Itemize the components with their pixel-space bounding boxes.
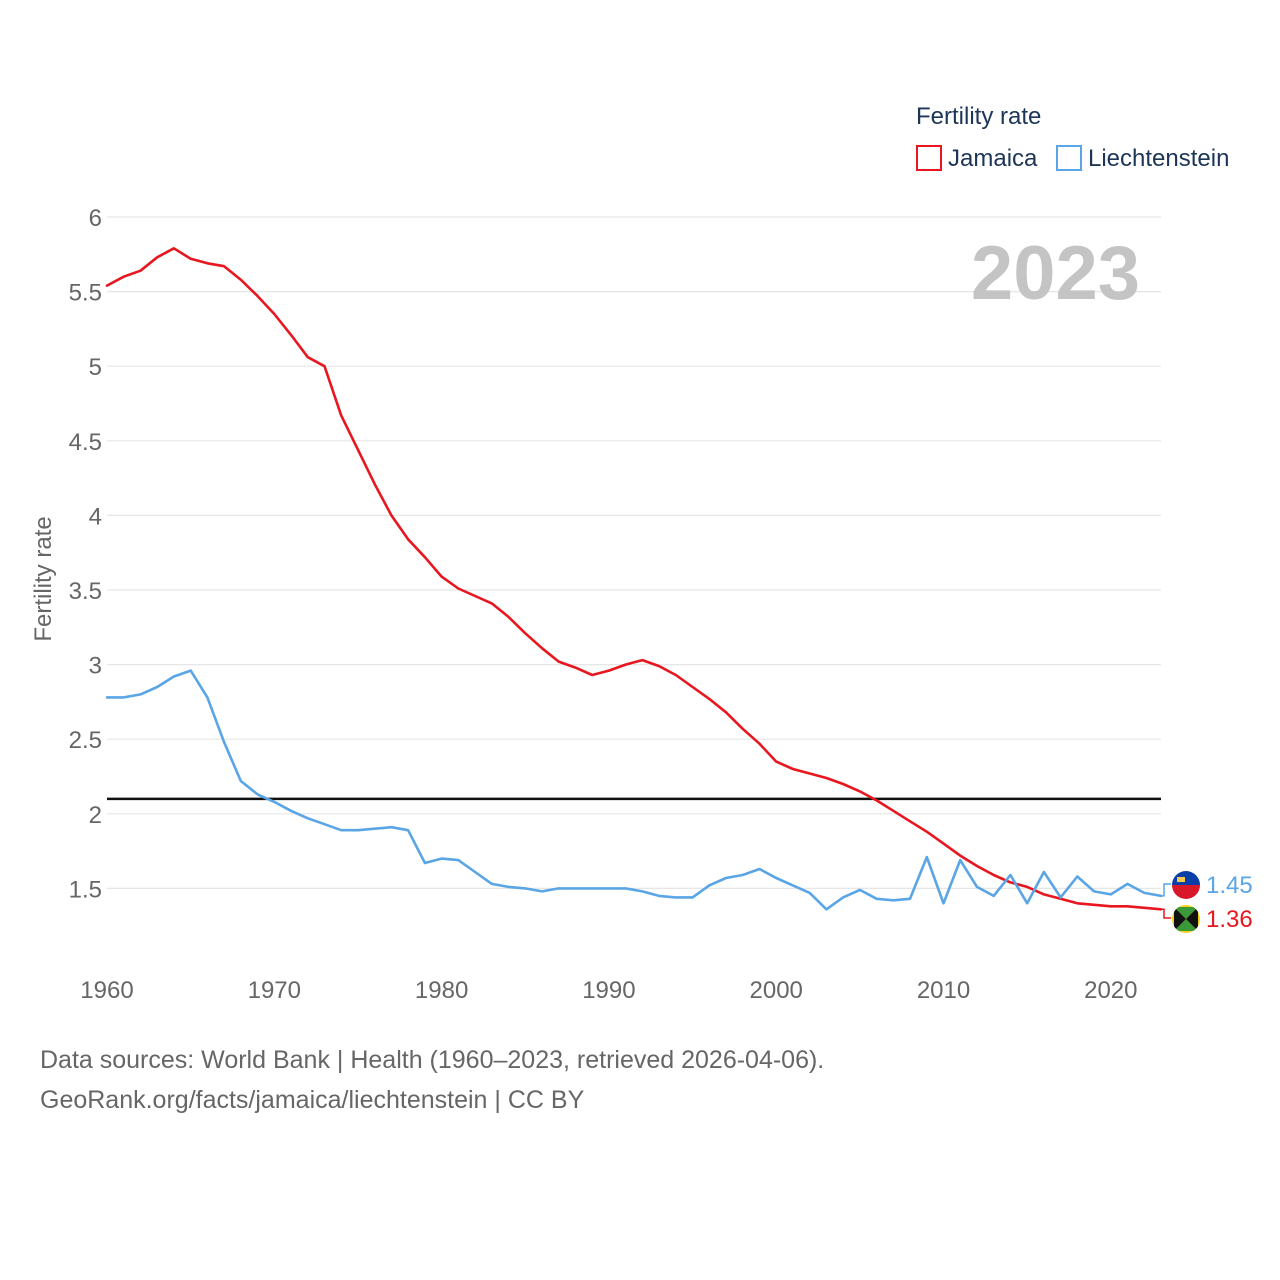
- legend-label-liechtenstein[interactable]: Liechtenstein: [1088, 145, 1229, 172]
- year-watermark: 2023: [971, 231, 1140, 316]
- x-tick-label: 1990: [582, 977, 635, 1004]
- series-line-jamaica[interactable]: [105, 247, 1163, 911]
- y-tick-label: 5.5: [69, 280, 102, 307]
- y-tick-label: 2.5: [69, 727, 102, 754]
- data-source-note: Data sources: World Bank | Health (1960–…: [40, 1046, 825, 1074]
- jamaica-flag-icon: [1172, 905, 1200, 933]
- liechtenstein-flag-icon: [1172, 871, 1200, 899]
- y-tick-label: 3: [89, 653, 102, 680]
- x-tick-label: 2000: [750, 977, 803, 1004]
- y-tick-label: 3.5: [69, 578, 102, 605]
- series-lines: [105, 247, 1163, 911]
- x-tick-label: 2010: [917, 977, 970, 1004]
- y-axis-label: Fertility rate: [30, 516, 57, 641]
- legend-label-jamaica[interactable]: Jamaica: [948, 145, 1038, 172]
- x-tick-label: 1980: [415, 977, 468, 1004]
- legend-title: Fertility rate: [916, 103, 1041, 130]
- end-connector: [1162, 883, 1171, 897]
- legend[interactable]: Fertility rate Jamaica Liechtenstein: [916, 103, 1229, 172]
- end-value-label-liechtenstein: 1.45: [1206, 872, 1253, 899]
- x-tick-label: 1960: [80, 977, 133, 1004]
- y-tick-label: 5: [89, 354, 102, 381]
- source-url[interactable]: GeoRank.org/facts/jamaica/liechtenstein …: [40, 1086, 585, 1114]
- grid: [107, 216, 1161, 890]
- end-value-label-jamaica: 1.36: [1206, 906, 1253, 933]
- y-tick-label: 2: [89, 802, 102, 829]
- footer: Data sources: World Bank | Health (1960–…: [40, 1040, 824, 1120]
- end-labels: 1.36 1.45: [1162, 872, 1253, 933]
- series-line-liechtenstein[interactable]: [105, 669, 1163, 911]
- x-axis-ticks: 1960 1970 1980 1990 2000 2010 2020: [80, 977, 1137, 1004]
- legend-swatch-jamaica[interactable]: [916, 145, 942, 171]
- y-tick-label: 6: [89, 205, 102, 232]
- y-tick-label: 4: [89, 503, 102, 530]
- legend-swatch-liechtenstein[interactable]: [1056, 145, 1082, 171]
- x-tick-label: 1970: [248, 977, 301, 1004]
- x-tick-label: 2020: [1084, 977, 1137, 1004]
- y-axis-ticks: 1.5 2 2.5 3 3.5 4 4.5 5 5.5 6: [69, 205, 102, 903]
- y-tick-label: 1.5: [69, 876, 102, 903]
- end-connector: [1162, 908, 1171, 919]
- chart: 1.5 2 2.5 3 3.5 4 4.5 5 5.5 6 1960 1970 1980 1990 200…: [30, 103, 1253, 1004]
- y-tick-label: 4.5: [69, 429, 102, 456]
